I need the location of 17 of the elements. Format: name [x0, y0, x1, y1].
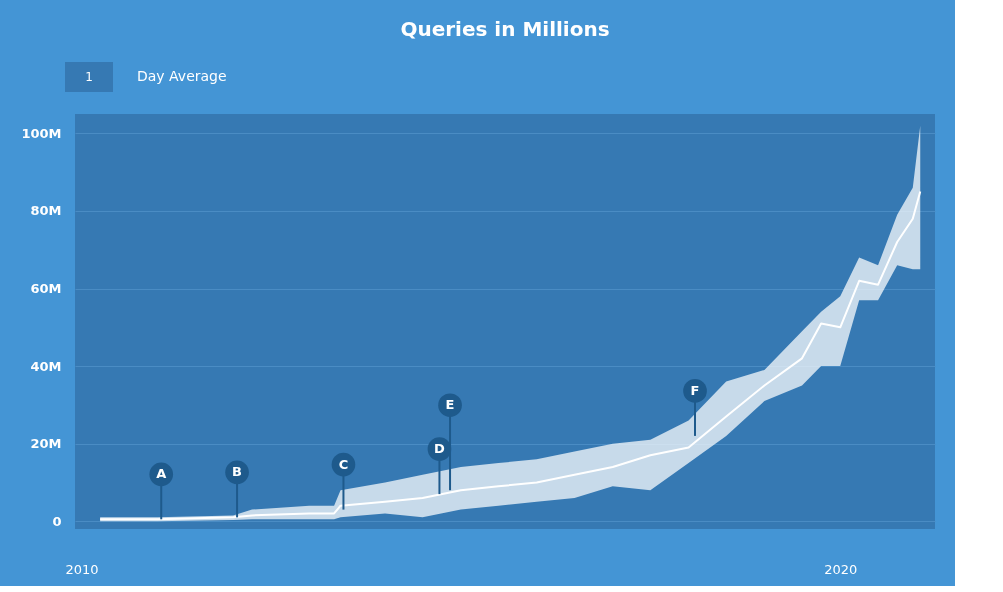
text: 1: [85, 70, 93, 84]
y-tick-label: 0: [52, 513, 62, 529]
annotation: C: [338, 456, 349, 472]
y-tick-label: 20M: [30, 436, 62, 452]
chart-title: Queries in Millions: [400, 17, 610, 41]
x-tick-label: 2020: [824, 561, 858, 577]
y-tick-label: 60M: [30, 281, 62, 297]
annotation: D: [434, 441, 446, 457]
annotation: E: [445, 397, 455, 413]
text: Day Average: [137, 68, 227, 84]
y-tick-label: 100M: [21, 125, 62, 141]
x-tick-label: 2010: [65, 561, 99, 577]
y-tick-label: 80M: [30, 203, 62, 219]
annotation: B: [232, 464, 243, 480]
y-tick-label: 40M: [30, 358, 62, 374]
annotation: F: [690, 382, 700, 398]
annotation: A: [156, 466, 167, 482]
